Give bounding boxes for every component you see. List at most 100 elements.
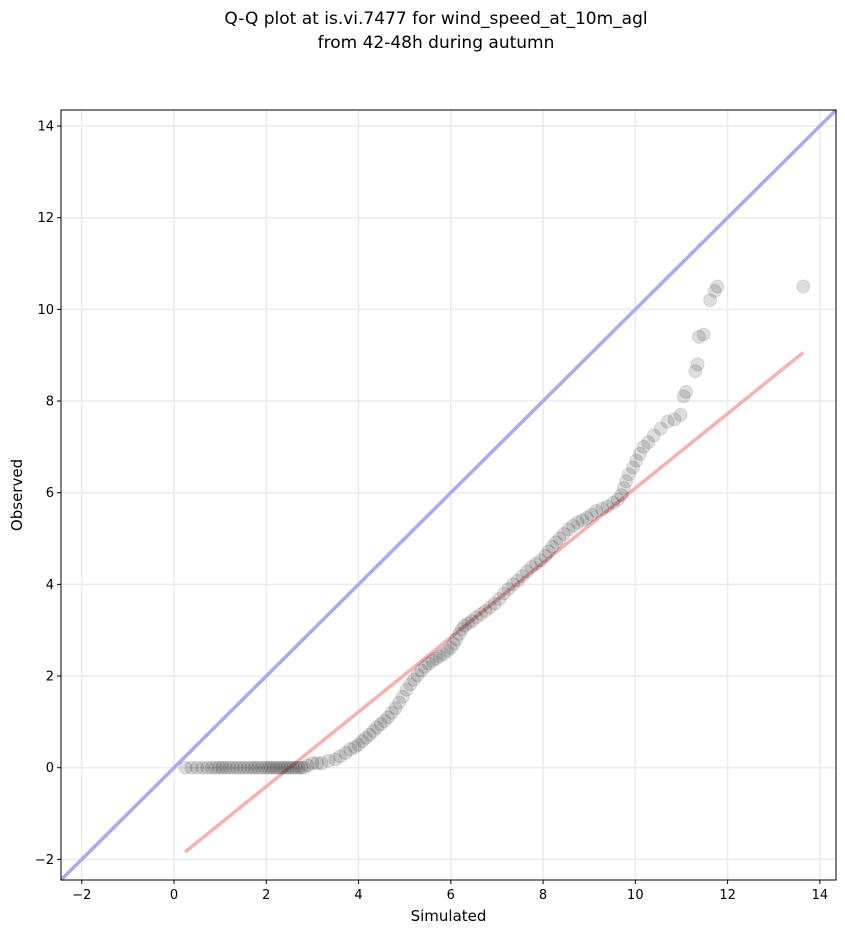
qq-point <box>673 407 688 422</box>
qq-point <box>703 293 718 308</box>
qq-point <box>436 647 451 662</box>
qq-point <box>524 559 539 574</box>
qq-point <box>195 760 210 775</box>
qq-point <box>519 564 534 579</box>
qq-point <box>710 279 725 294</box>
qq-point <box>469 610 484 625</box>
qq-point <box>291 760 306 775</box>
qq-point <box>465 614 480 629</box>
qq-point <box>641 435 656 450</box>
qq-point <box>403 677 418 692</box>
qq-point <box>570 515 585 530</box>
y-tick-label: 0 <box>46 761 54 776</box>
qq-point <box>610 492 625 507</box>
qq-point <box>506 577 521 592</box>
qq-point <box>541 544 556 559</box>
identity-line <box>59 108 838 882</box>
qq-point <box>584 507 599 522</box>
x-tick-label: −2 <box>72 888 91 903</box>
qq-point <box>614 488 629 502</box>
plot-area-frame <box>60 109 837 881</box>
data-points <box>178 279 811 775</box>
qq-point <box>478 603 493 618</box>
x-axis-label: Simulated <box>411 907 487 925</box>
qq-point <box>619 474 634 489</box>
y-tick-label: 12 <box>37 211 54 226</box>
qq-point <box>247 760 262 775</box>
qq-point <box>432 649 447 664</box>
qq-point <box>660 414 675 429</box>
qq-point <box>257 760 272 775</box>
qq-point <box>263 760 278 775</box>
chart-title-line-1: Q-Q plot at is.vi.7477 for wind_speed_at… <box>224 9 647 29</box>
qq-point <box>237 760 252 775</box>
qq-point <box>548 535 563 550</box>
qq-point <box>510 573 525 588</box>
fit-line <box>183 351 805 854</box>
qq-point <box>250 760 265 775</box>
y-tick-label: −2 <box>35 853 54 868</box>
qq-point <box>277 760 292 775</box>
x-tick-label: 6 <box>447 888 455 903</box>
qq-point <box>244 760 259 775</box>
qq-point <box>222 760 237 775</box>
qq-point <box>501 581 516 596</box>
qq-point <box>178 760 193 775</box>
qq-point <box>636 439 651 454</box>
qq-point <box>632 446 647 461</box>
qq-point <box>392 695 407 710</box>
qq-point <box>410 668 425 683</box>
qq-point <box>595 501 610 516</box>
x-tick-label: 14 <box>812 888 829 903</box>
qq-point <box>425 653 440 668</box>
qq-point <box>226 760 241 775</box>
qq-point <box>328 752 343 767</box>
qq-point <box>646 428 661 443</box>
qq-point <box>274 760 289 775</box>
qq-point <box>579 510 594 525</box>
qq-point <box>310 756 325 771</box>
qq-point <box>215 760 230 775</box>
qq-point <box>300 758 315 773</box>
qq-point <box>204 760 219 775</box>
qq-point <box>446 636 461 651</box>
y-tick-label: 14 <box>37 120 54 135</box>
x-tick-label: 10 <box>627 888 644 903</box>
qq-point <box>233 760 248 775</box>
qq-point <box>575 513 590 528</box>
qq-point <box>429 651 444 666</box>
qq-point <box>369 720 384 735</box>
qq-point <box>286 760 301 775</box>
qq-point <box>589 504 604 519</box>
qq-point <box>266 760 281 775</box>
qq-point <box>388 701 403 716</box>
axis-ticks: −2 0 2 4 6 8 10 12 14 −2 0 2 4 6 8 10 12 14 <box>35 120 828 903</box>
qq-point <box>556 526 571 541</box>
qq-point <box>696 327 711 342</box>
qq-point <box>190 760 205 775</box>
qq-point <box>351 737 366 752</box>
qq-point <box>679 384 694 399</box>
qq-point <box>629 453 644 468</box>
qq-point <box>321 753 336 768</box>
qq-point <box>200 760 215 775</box>
qq-point <box>690 357 705 372</box>
qq-point <box>538 548 553 563</box>
qq-point <box>343 742 358 757</box>
qq-point <box>272 760 287 775</box>
x-tick-label: 8 <box>539 888 547 903</box>
qq-point <box>421 656 436 671</box>
x-tick-label: 0 <box>170 888 178 903</box>
qq-point <box>457 618 472 633</box>
qq-point <box>283 760 298 775</box>
x-tick-label: 2 <box>262 888 270 903</box>
qq-point <box>483 600 498 615</box>
qq-point <box>496 586 511 601</box>
qq-point <box>529 556 544 571</box>
qq-point <box>280 760 295 775</box>
qq-point <box>212 760 227 775</box>
qq-point <box>261 760 276 775</box>
qq-point <box>533 553 548 568</box>
qq-point <box>240 760 255 775</box>
